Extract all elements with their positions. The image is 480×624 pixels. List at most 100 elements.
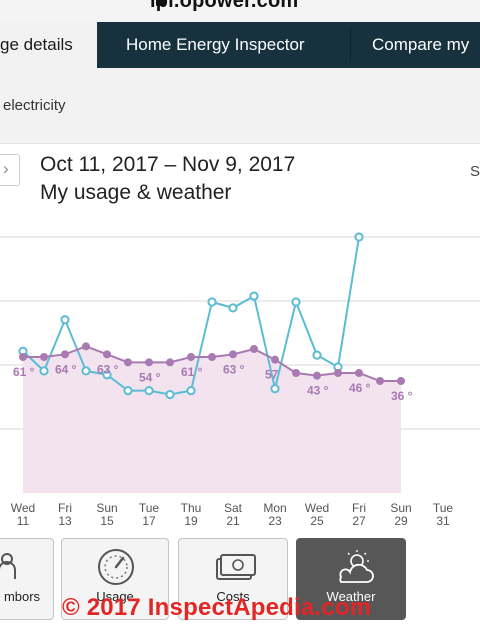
browser-url-bar[interactable]: ipl.opower.com	[0, 0, 480, 22]
money-icon	[216, 554, 256, 580]
usage-point[interactable]	[228, 303, 238, 313]
weather-button[interactable]: Weather	[296, 538, 406, 620]
chevron-right-icon: ›	[3, 159, 9, 178]
tab-home-energy-inspector[interactable]: Home Energy Inspector	[111, 22, 343, 68]
x-axis-date-label: 23	[268, 514, 282, 528]
temperature-point[interactable]	[376, 377, 384, 385]
tab-home-energy-inspector-label: Home Energy Inspector	[126, 35, 305, 54]
usage-point[interactable]	[207, 297, 217, 307]
temperature-point[interactable]	[313, 371, 321, 380]
temperature-point[interactable]	[250, 345, 258, 353]
usage-points	[18, 232, 364, 400]
temperature-area	[23, 346, 401, 493]
watermark: © 2017 InspectApedia.com	[62, 594, 372, 621]
lock-icon	[156, 0, 165, 6]
x-axis-day-label: Wed	[305, 501, 329, 515]
usage-point[interactable]	[270, 384, 280, 394]
temperature-point[interactable]	[61, 350, 69, 359]
temperature-label: 43 °	[307, 384, 329, 398]
temperature-label: 61 °	[13, 365, 35, 379]
temperature-point[interactable]	[355, 369, 363, 377]
x-axis-day-label: Fri	[58, 501, 72, 515]
temperature-labels: 61 ° 64 ° 63 ° 54 ° 61 ° 63 ° 57 43 ° 46 ° 36 °	[13, 362, 413, 403]
neighbors-label: mbors	[3, 589, 41, 604]
fuel-label[interactable]: electricity	[3, 97, 66, 114]
usage-point[interactable]	[249, 291, 259, 301]
temperature-points	[19, 342, 405, 385]
date-range: Oct 11, 2017 – Nov 9, 2017	[40, 153, 296, 176]
x-axis-day-label: Fri	[352, 501, 366, 515]
chart-title: My usage & weather	[40, 181, 232, 204]
usage-point[interactable]	[144, 386, 154, 396]
temperature-label: 63 °	[97, 362, 119, 376]
usage-label: Usage	[96, 589, 134, 604]
x-axis-date-label: 17	[142, 514, 156, 528]
temperature-point[interactable]	[208, 353, 216, 361]
usage-button[interactable]: Usage	[61, 538, 169, 620]
temperature-point[interactable]	[82, 342, 90, 351]
x-axis-day-label: Tue	[139, 501, 160, 515]
x-axis-date-label: 13	[58, 514, 72, 528]
temperature-point[interactable]	[229, 350, 237, 359]
temperature-point[interactable]	[124, 358, 132, 367]
previous-period-button[interactable]: ›	[0, 154, 20, 186]
x-axis-date-label: 31	[436, 514, 450, 528]
temperature-point[interactable]	[103, 350, 111, 359]
usage-point[interactable]	[60, 315, 70, 325]
temperature-label: 63 °	[223, 362, 245, 376]
usage-point[interactable]	[81, 366, 91, 376]
temperature-point[interactable]	[271, 355, 279, 364]
temperature-point[interactable]	[397, 377, 405, 385]
x-axis-labels: Wed11Fri13Sun15Tue17Thu19Sat21Mon23Wed25…	[11, 501, 454, 528]
x-axis-date-label: 29	[394, 514, 408, 528]
weather-icon	[339, 550, 374, 583]
x-axis-date-label: 27	[352, 514, 366, 528]
usage-point[interactable]	[123, 386, 133, 396]
x-axis-date-label: 15	[100, 514, 114, 528]
temperature-point[interactable]	[19, 353, 27, 361]
neighbors-button[interactable]: mbors	[0, 538, 54, 620]
temperature-point[interactable]	[40, 353, 48, 361]
url-text: ipl.opower.com	[150, 0, 299, 12]
costs-button[interactable]: Costs	[178, 538, 288, 620]
truncated-label: S	[470, 163, 480, 180]
tab-separator	[350, 28, 351, 62]
temperature-label: 57	[265, 368, 279, 382]
usage-point[interactable]	[186, 386, 196, 396]
x-axis-day-label: Sun	[390, 501, 411, 515]
x-axis-day-label: Sun	[96, 501, 117, 515]
usage-point[interactable]	[165, 389, 175, 400]
fuel-selector-bar: electricity	[0, 68, 480, 144]
x-axis-day-label: Tue	[433, 501, 454, 515]
tab-usage-details[interactable]: ge details	[0, 22, 97, 68]
x-axis-date-label: 11	[17, 514, 30, 528]
usage-weather-chart: 61 ° 64 ° 63 ° 54 ° 61 ° 63 ° 57 43 ° 46 ° 36 ° W…	[0, 232, 480, 528]
tab-compare-label: Compare my	[372, 35, 470, 54]
tab-compare[interactable]: Compare my	[357, 22, 480, 68]
usage-point[interactable]	[291, 297, 301, 307]
usage-point[interactable]	[39, 366, 49, 376]
temperature-label: 61 °	[181, 365, 203, 379]
temperature-point[interactable]	[334, 369, 342, 377]
temperature-point[interactable]	[166, 358, 174, 367]
x-axis-day-label: Sat	[224, 501, 243, 515]
x-axis-date-label: 21	[226, 514, 240, 528]
temperature-label: 54 °	[139, 370, 161, 384]
temperature-label: 46 °	[349, 381, 371, 395]
x-axis-date-label: 25	[310, 514, 324, 528]
x-axis-date-label: 19	[184, 514, 198, 528]
x-axis-day-label: Thu	[181, 501, 202, 515]
tab-usage-details-label: ge details	[0, 35, 73, 54]
x-axis-day-label: Wed	[11, 501, 35, 515]
usage-point[interactable]	[102, 370, 112, 380]
neighbors-icon	[0, 553, 16, 579]
usage-point[interactable]	[354, 232, 364, 242]
usage-point[interactable]	[312, 350, 322, 360]
x-axis-day-label: Mon	[263, 501, 286, 515]
temperature-point[interactable]	[292, 369, 300, 377]
temperature-point[interactable]	[145, 358, 153, 367]
temperature-label: 64 °	[55, 362, 77, 376]
temperature-point[interactable]	[187, 353, 195, 361]
temperature-label: 36 °	[391, 389, 413, 403]
gauge-icon	[98, 549, 134, 585]
